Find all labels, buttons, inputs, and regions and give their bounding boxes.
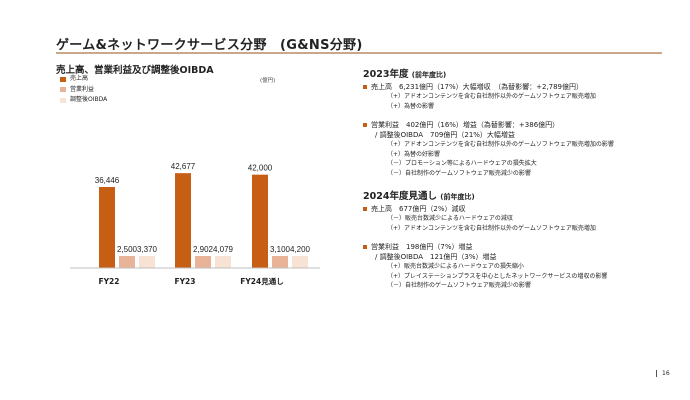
data-label: 2,902 <box>193 245 214 254</box>
category-label: FY24見通し <box>240 276 284 286</box>
data-label: 3,370 <box>137 245 158 254</box>
data-label: 4,079 <box>213 245 234 254</box>
fy23-op-item: （－）自社制作のゲームソフトウェア販売減少の影響 <box>387 169 531 177</box>
fy24-sales-text: 売上高 677億円（2%）減収 <box>371 205 466 213</box>
bar-sales-FY23 <box>175 173 191 268</box>
fy24-op-item: （+）販売台数減少によるハードウェアの損失縮小 <box>387 263 524 270</box>
data-label: 2,500 <box>117 245 138 254</box>
bar-adjusted-oibda-FY23 <box>215 256 231 268</box>
data-label: 3,100 <box>270 245 291 254</box>
bullet-icon <box>363 123 367 127</box>
bar-operating-income-FY23 <box>195 256 211 268</box>
fy24-op-text: 営業利益 198億円（7%）増益 <box>371 243 473 251</box>
fy23-heading: 2023年度 (前年度比) <box>363 70 663 80</box>
fy24-heading-text: 2024年度見通し <box>363 191 437 202</box>
data-label: 4,200 <box>290 245 311 254</box>
slide-title: ゲーム&ネットワークサービス分野 (G&NS分野) <box>56 38 363 53</box>
bar-adjusted-oibda-FY24見通し <box>292 256 308 268</box>
fy24-heading: 2024年度見通し (前年度比) <box>363 192 663 202</box>
bullet-icon <box>363 245 367 249</box>
fy24-op-item: （－）自社制作のゲームソフトウェア販売減少の影響 <box>387 282 531 289</box>
chart-legend: 売上高 営業利益 調整後OIBDA <box>60 74 107 106</box>
page-number: 16 <box>656 370 670 377</box>
bullet-icon <box>363 85 367 89</box>
fy24-sales-item: （+）アドオンコンテンツを含む自社制作以外のゲームソフトウェア販売増加 <box>387 224 596 232</box>
legend-item-sales: 売上高 <box>60 74 107 85</box>
category-label: FY23 <box>175 277 196 286</box>
bar-adjusted-oibda-FY22 <box>139 256 155 268</box>
fy23-sales-text: 売上高 6,231億円（17%）大幅増収 （為替影響：+2,789億円） <box>371 83 584 91</box>
chart-unit: (億円) <box>260 78 276 84</box>
legend-item-adjusted-oibda: 調整後OIBDA <box>60 95 107 106</box>
fy24-sales-bullet: 売上高 677億円（2%）減収 <box>363 204 663 214</box>
fy24-op-item: （+）プレイステーションプラスを中心としたネットワークサービスの増収の影響 <box>387 272 608 280</box>
legend-swatch-adjusted-oibda <box>60 97 66 103</box>
fy23-oibda-text: / 調整後OIBDA 709億円（21%）大幅増益 <box>375 131 515 139</box>
bar-operating-income-FY24見通し <box>272 256 288 268</box>
fy23-heading-sub: (前年度比) <box>411 71 447 79</box>
fy23-sales-bullet: 売上高 6,231億円（17%）大幅増収 （為替影響：+2,789億円） <box>363 82 663 92</box>
fy23-op-item: （+）アドオンコンテンツを含む自社制作以外のゲームソフトウェア販売増加の影響 <box>387 141 614 148</box>
fy24-oibda-text: / 調整後OIBDA 121億円（3%）増益 <box>375 253 497 261</box>
fy24-sales-item: （－）販売台数減少によるハードウェアの減収 <box>387 215 513 222</box>
legend-item-operating-income: 営業利益 <box>60 85 107 96</box>
fy24-heading-sub: (前年度比) <box>440 193 475 201</box>
legend-label-sales: 売上高 <box>70 75 89 82</box>
bar-operating-income-FY22 <box>119 256 135 268</box>
data-label: 42,000 <box>248 164 273 173</box>
fy23-op-item: （－）プロモーション等によるハードウェアの損失拡大 <box>387 160 537 167</box>
title-divider <box>56 52 662 54</box>
fy23-heading-text: 2023年度 <box>363 69 409 80</box>
bullet-icon <box>363 207 367 211</box>
fy24-op-bullet: 営業利益 198億円（7%）増益 <box>363 242 663 252</box>
fy23-op-bullet: 営業利益 402億円（16%）増益（為替影響：+386億円） <box>363 120 663 130</box>
data-label: 36,446 <box>95 176 120 185</box>
legend-swatch-sales <box>60 76 66 82</box>
legend-label-operating-income: 営業利益 <box>70 85 95 93</box>
bar-sales-FY24見通し <box>252 174 268 268</box>
fy23-op-item: （+）為替の好影響 <box>387 150 441 158</box>
fy23-sales-item: （+）為替の影響 <box>387 102 435 110</box>
legend-swatch-operating-income <box>60 87 66 93</box>
legend-label-adjusted-oibda: 調整後OIBDA <box>70 96 108 103</box>
category-label: FY22 <box>99 277 120 286</box>
commentary-panel: 2023年度 (前年度比) 売上高 6,231億円（17%）大幅増収 （為替影響… <box>363 70 663 291</box>
fy23-op-text: 営業利益 402億円（16%）増益（為替影響：+386億円） <box>371 121 560 129</box>
chart-title: 売上高、営業利益及び調整後OIBDA <box>56 65 214 76</box>
data-label: 42,677 <box>171 162 196 171</box>
fy23-sales-item: （+）アドオンコンテンツを含む自社制作以外のゲームソフトウェア販売増加 <box>387 93 596 100</box>
bar-sales-FY22 <box>99 187 115 268</box>
